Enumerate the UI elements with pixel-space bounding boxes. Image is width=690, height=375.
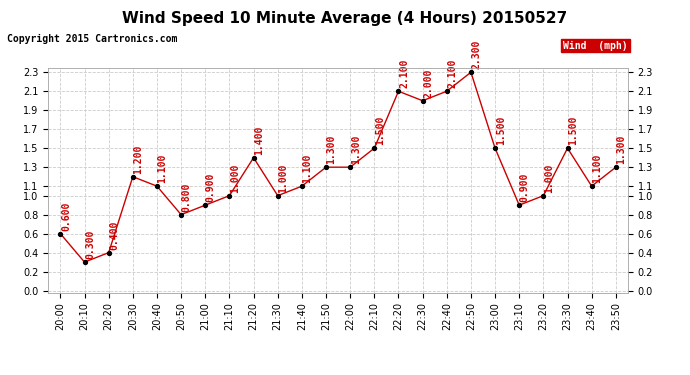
Text: 0.300: 0.300 [85, 230, 95, 260]
Point [514, 202, 525, 208]
Point [490, 145, 501, 151]
Point [538, 193, 549, 199]
Text: 2.000: 2.000 [423, 69, 433, 98]
Text: 1.500: 1.500 [495, 116, 506, 146]
Point [369, 145, 380, 151]
Point [248, 155, 259, 161]
Text: 1.300: 1.300 [326, 135, 337, 164]
Text: 1.200: 1.200 [133, 144, 144, 174]
Text: 1.400: 1.400 [254, 126, 264, 155]
Text: Copyright 2015 Cartronics.com: Copyright 2015 Cartronics.com [7, 34, 177, 44]
Text: 1.000: 1.000 [230, 164, 240, 193]
Point [417, 98, 428, 104]
Point [345, 164, 356, 170]
Point [586, 183, 598, 189]
Point [152, 183, 163, 189]
Text: 1.100: 1.100 [592, 154, 602, 183]
Point [128, 174, 139, 180]
Point [562, 145, 573, 151]
Point [393, 88, 404, 94]
Text: 0.800: 0.800 [181, 183, 192, 212]
Text: 2.100: 2.100 [447, 59, 457, 88]
Text: 1.100: 1.100 [302, 154, 313, 183]
Text: 0.600: 0.600 [61, 201, 71, 231]
Point [611, 164, 622, 170]
Text: 1.100: 1.100 [157, 154, 168, 183]
Point [104, 250, 115, 256]
Point [176, 211, 187, 217]
Text: 1.300: 1.300 [616, 135, 627, 164]
Text: 2.300: 2.300 [471, 40, 482, 69]
Text: 0.900: 0.900 [206, 173, 216, 202]
Text: 1.300: 1.300 [351, 135, 361, 164]
Point [273, 193, 284, 199]
Point [200, 202, 211, 208]
Text: Wind  (mph): Wind (mph) [563, 40, 628, 51]
Text: 0.900: 0.900 [520, 173, 530, 202]
Text: 2.100: 2.100 [399, 59, 409, 88]
Point [442, 88, 453, 94]
Text: 1.500: 1.500 [568, 116, 578, 146]
Point [297, 183, 308, 189]
Point [321, 164, 332, 170]
Point [466, 69, 477, 75]
Text: Wind Speed 10 Minute Average (4 Hours) 20150527: Wind Speed 10 Minute Average (4 Hours) 2… [122, 11, 568, 26]
Point [79, 259, 90, 265]
Text: 1.000: 1.000 [544, 164, 554, 193]
Text: 0.400: 0.400 [109, 220, 119, 250]
Text: 1.500: 1.500 [375, 116, 385, 146]
Point [224, 193, 235, 199]
Point [55, 231, 66, 237]
Text: 1.000: 1.000 [278, 164, 288, 193]
